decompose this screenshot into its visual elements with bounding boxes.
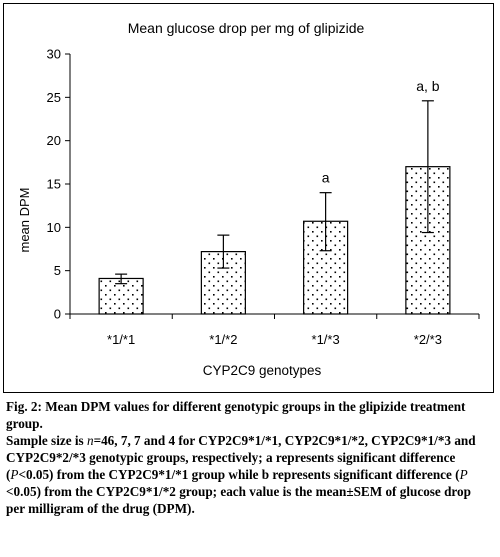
- bar: [98, 277, 144, 315]
- y-tick-label: 5: [54, 263, 61, 278]
- significance-label: a: [322, 170, 330, 186]
- y-tick-label: 20: [47, 133, 61, 148]
- y-tick-label: 10: [47, 220, 61, 235]
- y-tick-label: 30: [47, 47, 61, 62]
- caption-p: P: [10, 467, 19, 482]
- y-tick-label: 15: [47, 177, 61, 192]
- significance-label: a, b: [416, 78, 440, 94]
- plot-area: 0 5 10 15 20 25 30 *1/*1 *1/*2 *1/*3 a *2/*3 a, b: [47, 47, 480, 347]
- caption-n: n: [86, 433, 94, 448]
- x-axis-label: CYP2C9 genotypes: [203, 363, 322, 378]
- caption-text: <0.05) from the CYP2C9*1/*1 group while …: [18, 467, 460, 482]
- caption-title: Fig. 2: Mean DPM values for different ge…: [6, 399, 466, 431]
- caption-text: <0.05) from the CYP2C9*1/*2 group; each …: [6, 484, 471, 516]
- y-tick-label: 0: [54, 307, 61, 322]
- bar-chart: Mean glucose drop per mg of glipizide me…: [17, 20, 480, 378]
- caption-text: Sample size is: [6, 433, 87, 448]
- chart-title: Mean glucose drop per mg of glipizide: [128, 20, 365, 36]
- x-tick-label: *1/*1: [107, 332, 135, 347]
- x-tick-label: *2/*3: [414, 332, 442, 347]
- caption-p: P: [459, 467, 468, 482]
- caption-text: =46, 7, 7 and 4 for CYP2C9*1/*1, CYP2C9*…: [6, 433, 476, 482]
- chart-frame: Mean glucose drop per mg of glipizide me…: [3, 3, 494, 393]
- caption-body: Sample size is n=46, 7, 7 and 4 for CYP2…: [6, 432, 492, 517]
- y-axis-label: mean DPM: [17, 187, 32, 252]
- x-tick-label: *1/*2: [209, 332, 237, 347]
- y-tick-label: 25: [47, 90, 61, 105]
- bar: [200, 251, 246, 315]
- x-tick-label: *1/*3: [312, 332, 340, 347]
- figure-caption: Fig. 2: Mean DPM values for different ge…: [6, 398, 492, 517]
